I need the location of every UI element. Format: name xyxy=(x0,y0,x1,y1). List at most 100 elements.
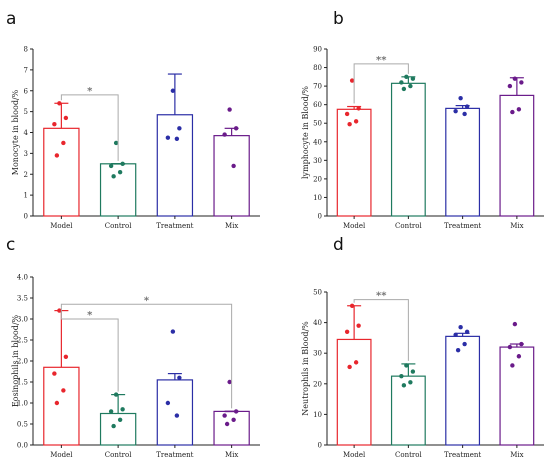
data-point xyxy=(57,101,62,106)
data-point xyxy=(222,132,227,137)
data-point xyxy=(113,392,119,397)
data-point xyxy=(120,407,125,412)
y-tick-label: 10 xyxy=(313,411,322,419)
data-point xyxy=(401,86,407,92)
data-point xyxy=(410,76,416,81)
data-point xyxy=(52,371,57,376)
x-tick-label: Mix xyxy=(510,222,523,230)
y-tick-label: 60 xyxy=(313,101,322,109)
y-tick-label: 20 xyxy=(313,380,322,388)
bar-treatment xyxy=(445,335,481,446)
x-tick-label: Model xyxy=(50,222,73,230)
y-tick-label: 40 xyxy=(313,138,322,146)
data-point xyxy=(165,400,171,406)
y-tick-label: 5 xyxy=(24,108,28,116)
y-tick-label: 2 xyxy=(24,171,28,179)
data-point xyxy=(349,78,355,83)
bar-model xyxy=(43,366,80,446)
data-point xyxy=(165,135,171,140)
x-tick-label: Model xyxy=(343,451,366,459)
bar-mix xyxy=(213,410,250,446)
x-tick-label: Mix xyxy=(510,451,523,459)
data-point xyxy=(347,364,352,370)
data-point xyxy=(108,409,114,414)
y-tick-label: 6 xyxy=(24,87,29,95)
y-tick-label: 30 xyxy=(313,350,322,358)
data-point xyxy=(170,329,176,334)
panel-letter: a xyxy=(6,9,16,29)
bar-mix xyxy=(499,346,535,446)
data-point xyxy=(399,80,404,85)
significance-bracket xyxy=(60,94,119,161)
panel-letter: c xyxy=(6,235,15,255)
significance-label: * xyxy=(87,86,93,97)
data-point xyxy=(519,341,524,347)
data-point xyxy=(453,108,458,114)
data-point xyxy=(111,423,116,429)
chart-panel-c: c 0.0 0.5 1.0 1.5 2.0 2.5 3.0 3.5 4.0 Eosinophils … xyxy=(6,235,260,459)
y-tick-label: 0.5 xyxy=(17,421,28,429)
y-tick-label: 0 xyxy=(318,213,322,221)
bar-control xyxy=(390,82,426,217)
data-point xyxy=(516,354,522,359)
y-tick-label: 8 xyxy=(24,46,28,54)
y-tick-label: 0 xyxy=(318,442,322,450)
chart-panel-d: d 0 10 20 30 40 50 Neutrophils in Blood/% Model C… xyxy=(301,235,544,459)
y-tick-label: 50 xyxy=(313,120,322,128)
significance-bracket xyxy=(60,307,119,392)
bar-model xyxy=(336,108,372,217)
y-axis-label: lymphocyte in Blood/% xyxy=(301,86,310,179)
bar-treatment xyxy=(156,379,194,446)
data-point xyxy=(516,107,522,112)
y-tick-label: 0 xyxy=(24,213,28,221)
data-point xyxy=(462,111,467,117)
y-tick-label: 50 xyxy=(313,289,322,297)
chart-panel-b: b 0 10 20 30 40 50 60 70 80 90 lymphocyte in Blood/… xyxy=(301,9,544,230)
bar-model xyxy=(336,338,372,446)
y-tick-label: 4.0 xyxy=(17,274,28,282)
x-tick-label: Control xyxy=(395,451,422,459)
bar-model xyxy=(43,127,80,217)
bar-treatment xyxy=(445,107,481,217)
x-tick-label: Mix xyxy=(225,222,238,230)
y-tick-label: 90 xyxy=(313,46,322,54)
data-point xyxy=(54,400,60,406)
data-point xyxy=(174,413,180,418)
data-point xyxy=(63,354,69,359)
data-point xyxy=(507,83,513,89)
y-tick-label: 3.0 xyxy=(17,316,28,324)
x-tick-label: Mix xyxy=(225,451,238,459)
bar-control xyxy=(390,375,426,446)
data-point xyxy=(356,323,361,328)
panel-letter: b xyxy=(333,9,344,29)
data-point xyxy=(222,413,227,418)
data-point xyxy=(177,375,182,380)
data-point xyxy=(227,107,232,112)
y-tick-label: 40 xyxy=(313,319,322,327)
data-point xyxy=(510,109,515,115)
y-tick-label: 1 xyxy=(24,192,28,200)
y-tick-label: 80 xyxy=(313,64,322,72)
data-point xyxy=(464,329,470,334)
chart-panel-a: a 0 1 2 3 4 5 6 7 8 Monocyte in blood/% Model Contro… xyxy=(6,9,260,230)
data-point xyxy=(224,421,230,427)
data-point xyxy=(113,140,119,146)
data-point xyxy=(177,126,182,131)
data-point xyxy=(233,409,239,414)
y-tick-label: 7 xyxy=(24,66,28,74)
data-point xyxy=(408,380,413,385)
data-point xyxy=(231,163,236,169)
significance-label: ** xyxy=(376,291,387,302)
significance-bracket xyxy=(353,299,409,361)
significance-bracket xyxy=(60,303,233,409)
data-point xyxy=(399,373,404,379)
data-point xyxy=(512,321,518,327)
data-point xyxy=(462,341,467,347)
y-tick-label: 30 xyxy=(313,157,322,165)
panel-letter: d xyxy=(333,235,344,255)
data-point xyxy=(458,95,463,101)
data-point xyxy=(404,74,409,80)
data-point xyxy=(108,163,114,169)
y-tick-label: 2.0 xyxy=(17,358,28,366)
